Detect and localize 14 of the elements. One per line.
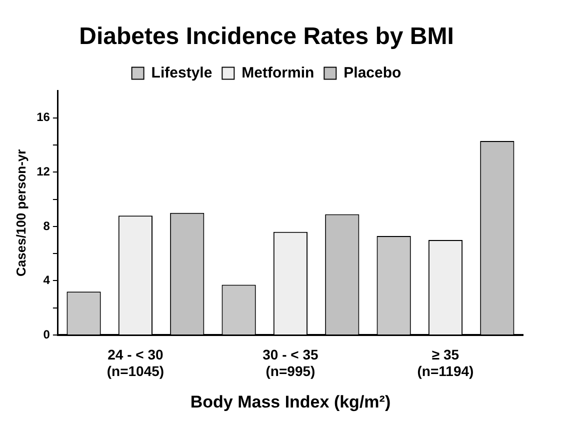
x-tick-label: 30 - < 35 (n=995): [262, 346, 319, 380]
y-axis-title: Cases/100 person-yr: [13, 149, 28, 276]
y-tick-label: 8: [43, 218, 50, 233]
legend-label: Metformin: [242, 64, 314, 82]
x-tick-label: 24 - < 30 (n=1045): [106, 346, 164, 380]
y-tick-label: 4: [43, 273, 50, 288]
legend-label: Lifestyle: [151, 64, 212, 82]
y-tick-label: 0: [43, 327, 50, 342]
y-tick-label: 16: [36, 110, 50, 124]
y-tick-label: 12: [36, 164, 50, 179]
chart-title: Diabetes Incidence Rates by BMI: [79, 23, 454, 50]
x-axis-title: Body Mass Index (kg/m²): [190, 392, 391, 412]
legend-label: Placebo: [344, 64, 402, 82]
x-tick-label: ≥ 35 (n=1194): [417, 346, 474, 380]
